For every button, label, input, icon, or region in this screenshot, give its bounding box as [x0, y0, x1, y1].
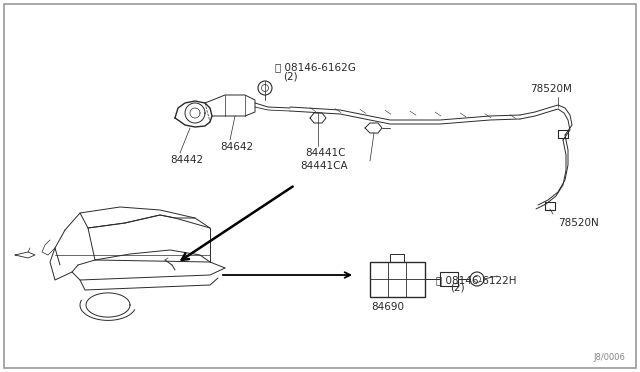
Text: 78520M: 78520M: [530, 84, 572, 94]
Text: 78520N: 78520N: [558, 218, 599, 228]
Text: 84442: 84442: [170, 155, 203, 165]
Bar: [440, 272, 458, 286]
Text: J8/0006: J8/0006: [593, 353, 625, 362]
Text: Ⓑ 08146-6162G: Ⓑ 08146-6162G: [275, 62, 356, 72]
Text: (2): (2): [450, 283, 465, 293]
Text: 84441C: 84441C: [305, 148, 346, 158]
Text: 84441CA: 84441CA: [300, 161, 348, 171]
Bar: [370, 262, 425, 297]
Text: 84642: 84642: [220, 142, 253, 152]
Text: 84690: 84690: [371, 302, 404, 312]
Text: (2): (2): [283, 71, 298, 81]
Text: Ⓢ 08146-6122H: Ⓢ 08146-6122H: [436, 275, 516, 285]
